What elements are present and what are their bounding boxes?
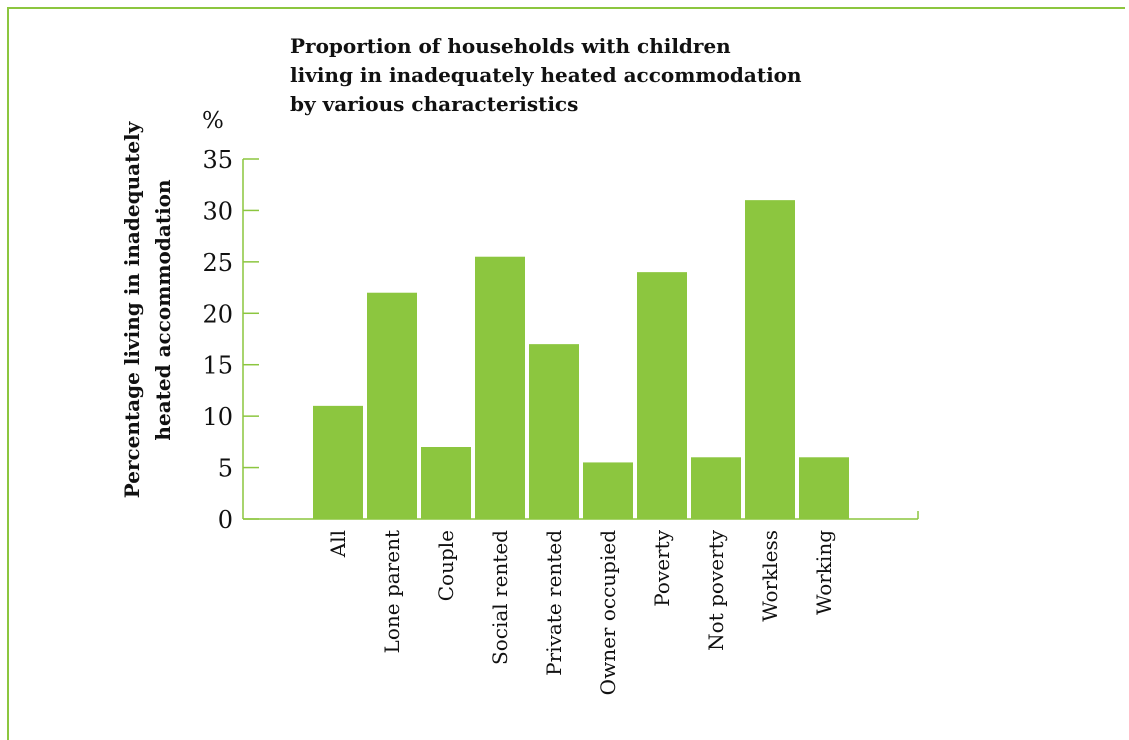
chart-title-line-3: by various characteristics <box>290 92 579 116</box>
frame-top-border <box>7 7 1125 9</box>
bar <box>313 405 363 519</box>
y-tick-label: 5 <box>218 455 233 483</box>
bar <box>529 344 579 519</box>
x-tick-label: Private rented <box>542 530 566 676</box>
x-tick-label: Not poverty <box>704 529 728 651</box>
bar <box>421 447 471 519</box>
bar <box>691 457 741 519</box>
x-tick-label: Workless <box>758 530 782 622</box>
x-tick-label: Couple <box>434 530 458 601</box>
x-tick-label: All <box>326 530 350 558</box>
bar <box>583 462 633 519</box>
x-tick-label: Social rented <box>488 530 512 665</box>
chart-title: Proportion of households with children l… <box>290 32 930 119</box>
bar <box>475 256 525 519</box>
x-tick-label: Working <box>812 530 836 615</box>
bar <box>799 457 849 519</box>
y-tick-label: 35 <box>202 146 233 174</box>
x-tick-label: Poverty <box>650 529 674 606</box>
y-tick-label: 30 <box>202 197 233 225</box>
y-unit-label: % <box>202 108 224 134</box>
y-tick-label: 10 <box>202 403 233 431</box>
bar <box>745 200 795 519</box>
x-tick-label: Owner occupied <box>596 530 620 696</box>
y-tick-label: 15 <box>202 352 233 380</box>
y-tick-label: 25 <box>202 249 233 277</box>
y-tick-label: 20 <box>202 300 233 328</box>
x-tick-label: Lone parent <box>380 530 404 653</box>
y-tick-label: 0 <box>218 506 233 534</box>
chart-title-line-2: living in inadequately heated accommodat… <box>290 63 802 87</box>
frame-left-border <box>7 7 9 740</box>
bar <box>367 292 417 519</box>
chart-title-line-1: Proportion of households with children <box>290 34 731 58</box>
bar <box>637 272 687 519</box>
